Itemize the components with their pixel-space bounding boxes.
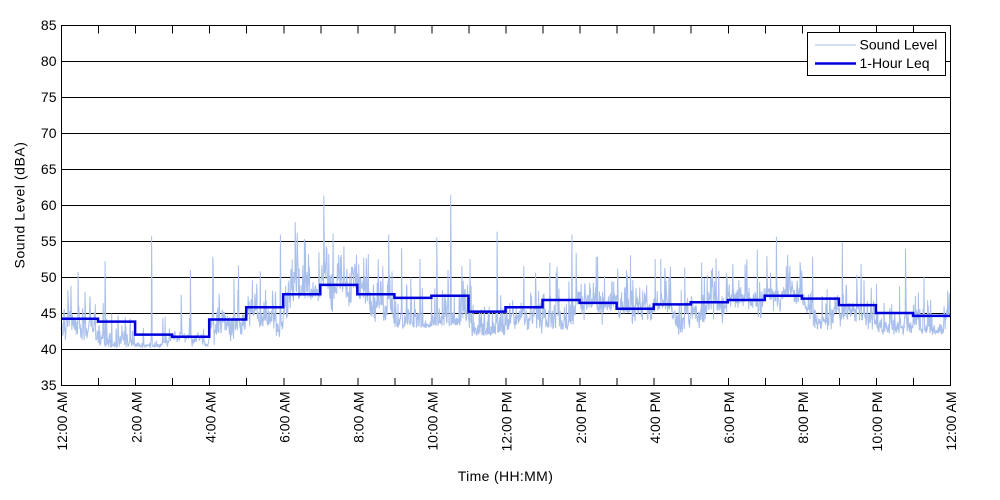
svg-text:10:00 PM: 10:00 PM	[869, 392, 885, 452]
svg-text:45: 45	[41, 305, 57, 321]
svg-text:12:00 PM: 12:00 PM	[499, 392, 515, 452]
svg-text:40: 40	[41, 341, 57, 357]
svg-text:4:00 AM: 4:00 AM	[202, 392, 218, 443]
svg-text:10:00 AM: 10:00 AM	[425, 392, 441, 451]
svg-text:80: 80	[41, 53, 57, 69]
svg-text:1-Hour Leq: 1-Hour Leq	[860, 55, 930, 71]
svg-text:70: 70	[41, 125, 57, 141]
svg-text:2:00 AM: 2:00 AM	[128, 392, 144, 443]
svg-text:6:00 AM: 6:00 AM	[276, 392, 292, 443]
svg-text:85: 85	[41, 17, 57, 33]
svg-text:55: 55	[41, 233, 57, 249]
svg-text:8:00 AM: 8:00 AM	[351, 392, 367, 443]
svg-text:35: 35	[41, 377, 57, 393]
svg-text:12:00 AM: 12:00 AM	[943, 392, 959, 451]
svg-text:Sound Level (dBA): Sound Level (dBA)	[12, 142, 28, 269]
svg-text:Sound Level: Sound Level	[860, 37, 938, 53]
svg-text:2:00 PM: 2:00 PM	[573, 392, 589, 444]
svg-text:75: 75	[41, 89, 57, 105]
svg-text:6:00 PM: 6:00 PM	[721, 392, 737, 444]
svg-text:60: 60	[41, 197, 57, 213]
svg-text:Time (HH:MM): Time (HH:MM)	[458, 468, 553, 484]
svg-text:12:00 AM: 12:00 AM	[54, 392, 70, 451]
svg-text:65: 65	[41, 161, 57, 177]
svg-text:4:00 PM: 4:00 PM	[647, 392, 663, 444]
svg-text:50: 50	[41, 269, 57, 285]
svg-text:8:00 PM: 8:00 PM	[795, 392, 811, 444]
